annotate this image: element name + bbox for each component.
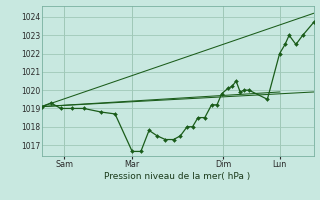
X-axis label: Pression niveau de la mer( hPa ): Pression niveau de la mer( hPa ) xyxy=(104,172,251,181)
